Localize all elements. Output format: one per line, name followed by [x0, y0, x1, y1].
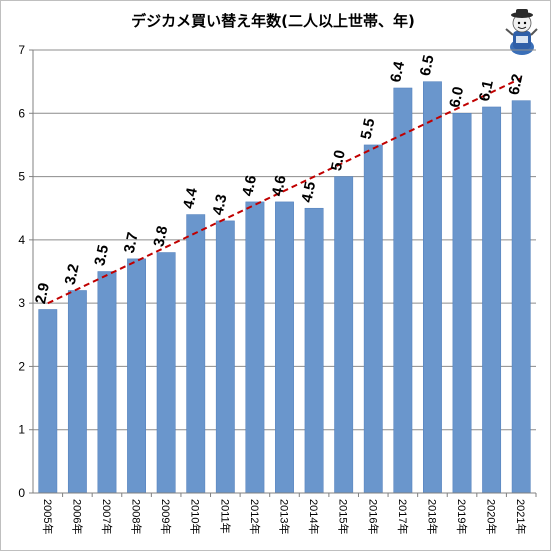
bar [245, 201, 265, 494]
bar [423, 81, 442, 494]
bar [304, 207, 324, 494]
data-label: 3.5 [91, 243, 112, 267]
x-tick-label: 2021年 [514, 499, 528, 534]
bar [452, 113, 472, 494]
data-label: 3.8 [150, 224, 171, 248]
bar [482, 106, 502, 494]
data-label: 5.0 [328, 148, 349, 172]
x-tick-label: 2011年 [218, 499, 232, 534]
x-tick-label: 2008年 [130, 499, 144, 534]
data-labels: 2.9 3.2 3.5 3.7 3.8 4.4 4.3 4.6 4.6 4.5 5.0 5.5 6.4 6… [32, 54, 526, 306]
y-tick-label: 2 [18, 359, 25, 373]
data-label: 3.7 [121, 231, 142, 255]
bar [127, 258, 146, 494]
y-tick-label: 0 [18, 486, 25, 500]
x-tick-label: 2005年 [41, 499, 55, 534]
y-axis-ticks: 0 1 2 3 4 5 6 7 [18, 43, 33, 500]
axes [32, 50, 536, 494]
x-tick-label: 2007年 [100, 499, 114, 534]
x-tick-label: 2013年 [278, 499, 292, 534]
bar [38, 309, 58, 494]
data-label: 4.5 [298, 180, 319, 204]
data-label: 6.0 [446, 85, 467, 109]
y-tick-label: 3 [18, 296, 25, 310]
x-tick-label: 2017年 [396, 499, 410, 534]
x-tick-label: 2018年 [425, 499, 439, 534]
bar [275, 201, 294, 494]
data-label: 5.5 [358, 117, 379, 141]
data-label: 3.2 [62, 262, 83, 286]
data-label: 2.9 [32, 281, 53, 305]
x-tick-label: 2010年 [189, 499, 203, 534]
trendline-path [47, 77, 522, 305]
data-label: 4.3 [210, 193, 231, 217]
bar [511, 100, 531, 494]
bar [334, 176, 354, 494]
x-tick-label: 2015年 [337, 499, 351, 534]
y-tick-label: 4 [18, 233, 25, 247]
trendline [47, 77, 522, 305]
x-tick-label: 2012年 [248, 499, 262, 534]
x-tick-label: 2006年 [70, 499, 84, 534]
cartoon-mascot-icon [505, 9, 538, 55]
bar [186, 214, 206, 494]
bar [215, 220, 235, 494]
data-label: 4.6 [239, 174, 260, 198]
y-tick-label: 6 [18, 106, 25, 120]
data-label: 6.4 [387, 59, 408, 84]
data-label: 6.5 [417, 54, 438, 78]
data-label: 4.4 [180, 186, 201, 211]
x-tick-label: 2016年 [366, 499, 380, 534]
x-axis-ticks: 2005年 2006年 2007年 2008年 2009年 2010年 2011年 2012年… [41, 493, 537, 534]
chart-title: デジカメ買い替え年数(二人以上世帯、年) [131, 12, 415, 30]
y-tick-label: 1 [18, 423, 25, 437]
data-label: 6.2 [505, 73, 526, 97]
data-label: 4.6 [269, 174, 290, 198]
bar [67, 290, 87, 494]
data-label: 6.1 [476, 79, 497, 103]
bars [38, 81, 531, 494]
bar [156, 252, 176, 494]
x-tick-label: 2009年 [159, 499, 173, 534]
x-tick-label: 2019年 [455, 499, 469, 534]
bar [97, 271, 117, 494]
y-tick-label: 5 [18, 170, 25, 184]
bar [393, 87, 413, 494]
y-tick-label: 7 [18, 43, 25, 57]
x-tick-label: 2020年 [485, 499, 499, 534]
x-tick-label: 2014年 [307, 499, 321, 534]
bar [363, 144, 383, 494]
